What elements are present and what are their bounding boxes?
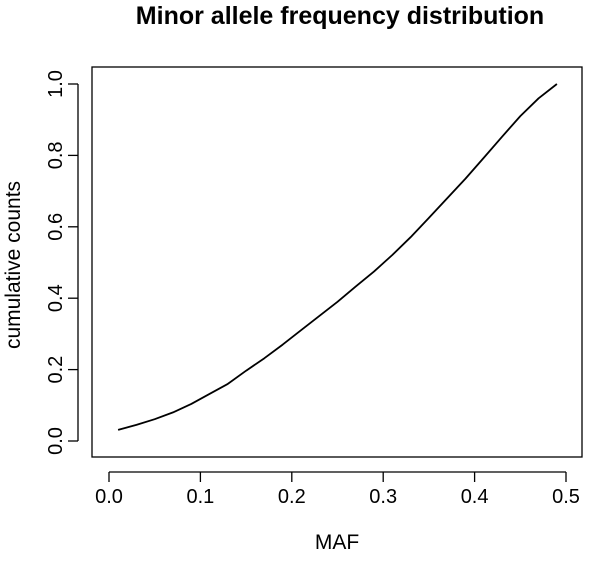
x-tick-label: 0.4 [461,486,489,508]
plot-frame [91,66,583,458]
x-tick-label: 0.5 [552,486,580,508]
y-tick-label: 0.8 [45,141,67,169]
y-tick-label: 1.0 [45,70,67,98]
x-tick-label: 0.2 [278,486,306,508]
y-tick-label: 0.2 [45,356,67,384]
chart-title: Minor allele frequency distribution [136,2,544,30]
y-tick-label: 0.6 [45,213,67,241]
y-axis-label: cumulative counts [2,181,25,349]
x-tick-label: 0.0 [95,486,123,508]
y-tick-label: 0.4 [45,284,67,312]
x-tick-label: 0.3 [369,486,397,508]
x-axis-label: MAF [315,531,359,554]
cumulative-counts-line [117,83,558,431]
x-tick-label: 0.1 [186,486,214,508]
y-tick-label: 0.0 [45,427,67,455]
plot-area: 0.0 0.1 0.2 0.3 0.4 0.5 0.0 0.2 0.4 0.6 0.8 1.0 [45,66,583,508]
